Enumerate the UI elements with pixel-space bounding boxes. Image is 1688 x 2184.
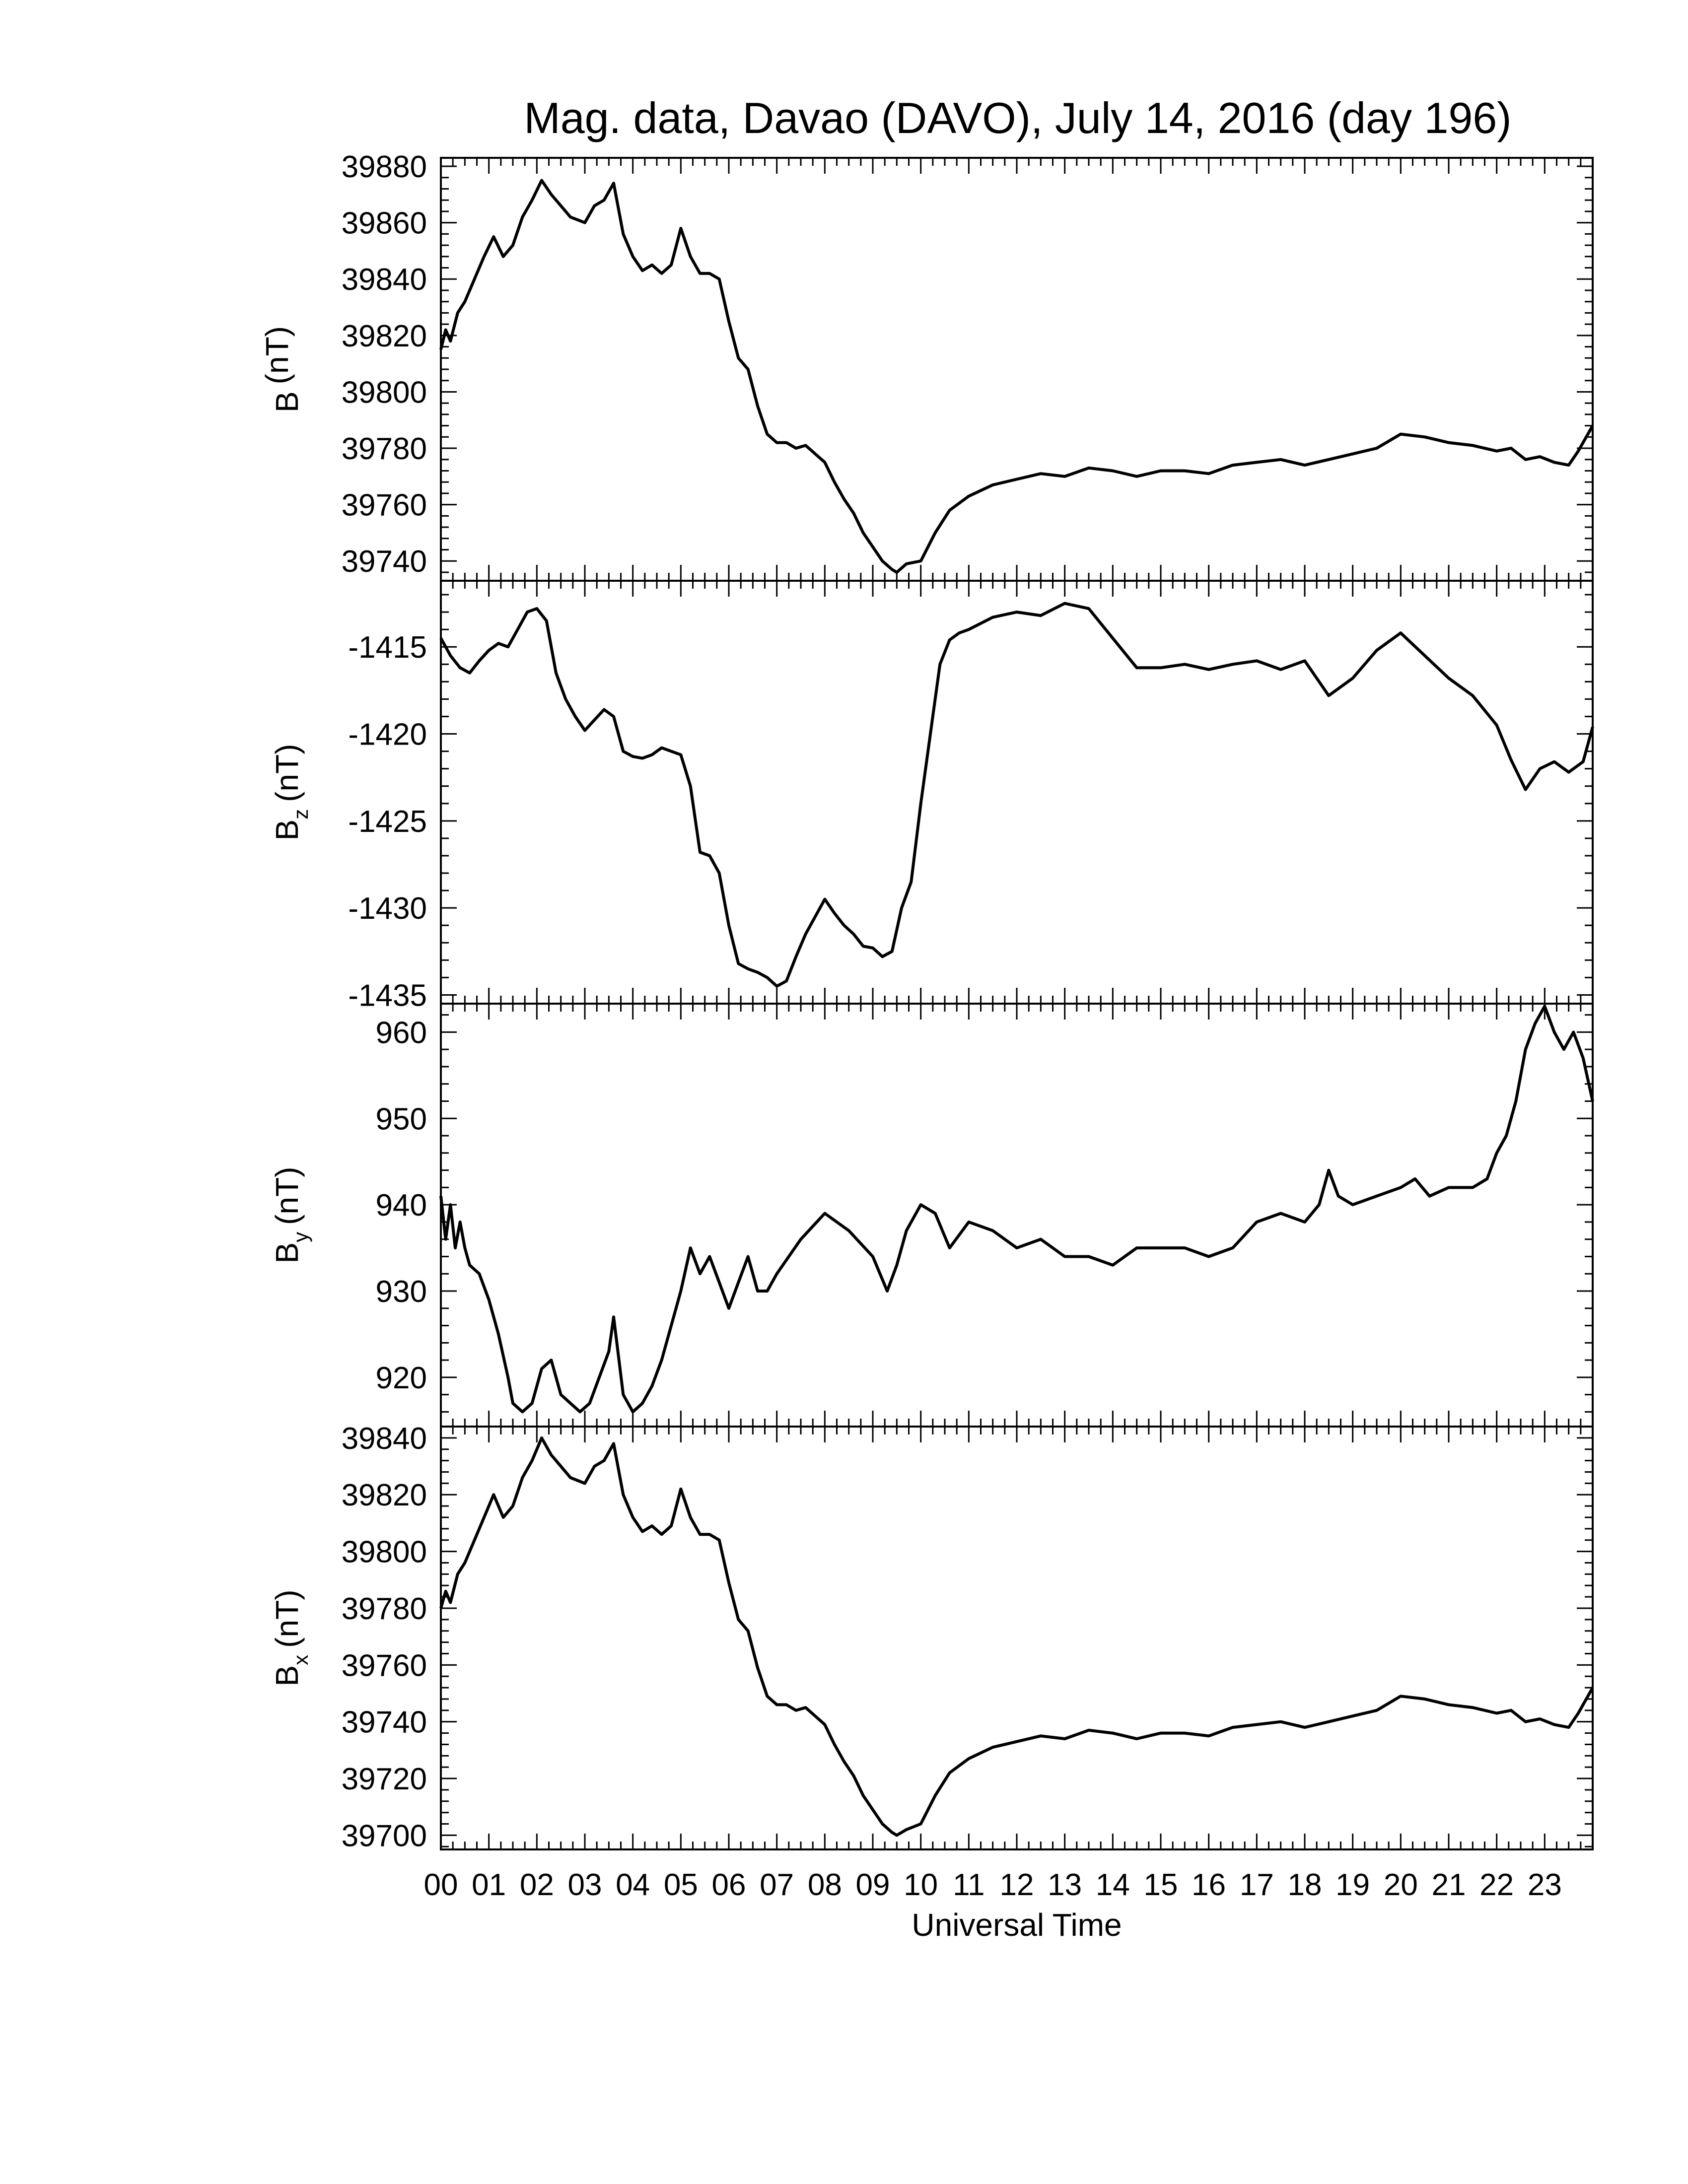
panel-frame	[440, 157, 1594, 582]
x-tick-label: 09	[856, 1868, 890, 1902]
panel-bx: 39700 39720 39740 39760 39780 39800 39820 39840…	[269, 1422, 1594, 1853]
y-tick-label: 39780	[342, 432, 427, 466]
y-tick-label: -1420	[348, 718, 427, 752]
y-tick-label: 39800	[342, 1535, 427, 1570]
panel-ticks	[440, 581, 1594, 1004]
x-tick-label: 19	[1336, 1868, 1370, 1902]
x-tick-label: 18	[1288, 1868, 1322, 1902]
x-tick-label: 08	[808, 1868, 842, 1902]
y-axis-label: By(nT)	[269, 1167, 312, 1264]
x-tick-label: 17	[1240, 1868, 1274, 1902]
x-tick-label: 23	[1528, 1868, 1562, 1902]
y-tick-label: 39720	[342, 1762, 427, 1796]
y-tick-label: 930	[376, 1275, 427, 1309]
x-tick-label: 03	[568, 1868, 602, 1902]
y-tick-label: 940	[376, 1188, 427, 1223]
y-axis-label: Bz(nT)	[269, 744, 312, 841]
series-line-b	[439, 179, 1594, 574]
x-tick-label: 15	[1144, 1868, 1178, 1902]
panel-ticks	[440, 1004, 1594, 1427]
y-tick-label: -1435	[348, 978, 427, 1013]
panel-b-total: 39740 39760 39780 39800 39820 39840 39860 39880…	[259, 150, 1594, 582]
x-axis-label: Universal Time	[912, 1907, 1122, 1943]
y-tick-label: 39880	[342, 150, 427, 184]
series-line-bx	[439, 1436, 1594, 1837]
y-tick-label: 39760	[342, 488, 427, 523]
x-tick-label: 01	[472, 1868, 506, 1902]
x-tick-label: 16	[1192, 1868, 1226, 1902]
y-tick-label: 39740	[342, 1706, 427, 1740]
y-tick-label: 39840	[342, 263, 427, 297]
y-tick-label: 39820	[342, 319, 427, 353]
x-tick-label: 00	[424, 1868, 458, 1902]
y-tick-label: 39780	[342, 1592, 427, 1626]
y-tick-label: 920	[376, 1361, 427, 1395]
y-tick-label: -1425	[348, 805, 427, 839]
x-tick-label: 04	[616, 1868, 650, 1902]
y-tick-label: 950	[376, 1102, 427, 1136]
y-axis-label: Bx(nT)	[269, 1590, 312, 1687]
y-tick-labels: -1435 -1430 -1425 -1420 -1415	[348, 630, 427, 1013]
x-tick-label: 12	[1000, 1868, 1034, 1902]
x-tick-label: 14	[1096, 1868, 1130, 1902]
x-tick-label: 06	[712, 1868, 746, 1902]
panel-frame	[440, 1426, 1594, 1850]
y-tick-label: 39860	[342, 206, 427, 241]
x-tick-label: 13	[1048, 1868, 1082, 1902]
y-tick-labels: 39740 39760 39780 39800 39820 39840 39860 39880	[342, 150, 427, 579]
x-tick-label: 05	[664, 1868, 698, 1902]
y-tick-label: 39800	[342, 375, 427, 410]
panel-ticks	[440, 1426, 1594, 1849]
y-tick-label: 39740	[342, 545, 427, 579]
chart-title: Mag. data, Davao (DAVO), July 14, 2016 (…	[524, 93, 1511, 142]
x-tick-label: 10	[904, 1868, 938, 1902]
y-tick-label: 39700	[342, 1819, 427, 1853]
x-tick-label: 07	[760, 1868, 794, 1902]
y-tick-label: 39820	[342, 1478, 427, 1512]
y-tick-label: 39840	[342, 1422, 427, 1456]
series-line-by	[439, 1005, 1594, 1414]
panel-by: 920 930 940 950 960 By(nT)	[269, 1003, 1594, 1428]
panel-ticks	[440, 158, 1594, 581]
panel-bz: -1435 -1430 -1425 -1420 -1415 Bz(nT)	[269, 580, 1594, 1013]
x-tick-label: 11	[953, 1868, 985, 1902]
y-tick-label: 39760	[342, 1648, 427, 1683]
x-tick-label: 21	[1432, 1868, 1466, 1902]
y-tick-label: -1415	[348, 630, 427, 665]
y-tick-label: 960	[376, 1016, 427, 1050]
x-tick-label: 20	[1384, 1868, 1418, 1902]
x-tick-label: 02	[520, 1868, 554, 1902]
y-tick-labels: 920 930 940 950 960	[376, 1016, 427, 1395]
y-tick-label: -1430	[348, 891, 427, 926]
y-tick-labels: 39700 39720 39740 39760 39780 39800 39820 39840	[342, 1422, 427, 1853]
x-tick-labels: 00 01 02 03 04 05 06 07 08 09 10 11 12 13 14 15 16 17 18 19…	[424, 1868, 1562, 1902]
x-tick-label: 22	[1479, 1868, 1514, 1902]
y-axis-label: B(nT)	[259, 326, 305, 412]
series-line-bz	[439, 602, 1594, 988]
panel-frame	[440, 580, 1594, 1005]
panel-frame	[440, 1003, 1594, 1428]
